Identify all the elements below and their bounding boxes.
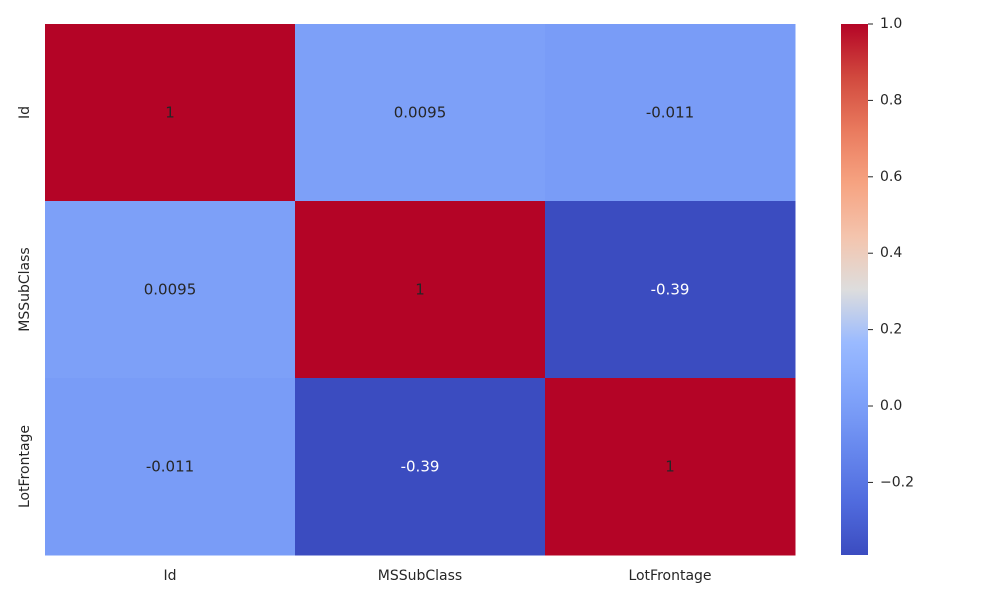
- heatmap-cell-LotFrontage-LotFrontage: [545, 378, 796, 556]
- colorbar-gradient: [841, 24, 868, 555]
- x-tick-label: LotFrontage: [628, 568, 711, 584]
- heatmap-cell-LotFrontage-Id: [45, 378, 296, 556]
- heatmap-cell-MSSubClass-MSSubClass: [295, 201, 546, 379]
- cell-annotation: 0.0095: [144, 281, 197, 299]
- heatmap-cell-MSSubClass-LotFrontage: [545, 201, 796, 379]
- colorbar-tick-label: 0.8: [880, 92, 902, 108]
- y-axis: Id MSSubClass LotFrontage: [17, 106, 33, 508]
- cell-annotation: -0.011: [146, 458, 194, 476]
- cell-annotation: -0.39: [401, 458, 440, 476]
- x-tick-label: Id: [163, 568, 176, 584]
- cell-annotation: 1: [665, 458, 675, 476]
- heatmap-cell-Id-MSSubClass: [295, 24, 546, 202]
- colorbar: 1.0 0.8 0.6 0.4 0.2 0.0 −0.2: [841, 16, 914, 555]
- cell-annotations: 1 0.0095 -0.011 0.0095 1 -0.39 -0.011 -0.39 1: [144, 104, 694, 476]
- x-tick-label: MSSubClass: [378, 568, 462, 584]
- colorbar-tick-label: 1.0: [880, 16, 902, 32]
- heatmap-cell-Id-LotFrontage: [545, 24, 796, 202]
- heatmap-cell-Id-Id: [45, 24, 296, 202]
- colorbar-tick-label: 0.2: [880, 322, 902, 338]
- colorbar-tick-label: 0.4: [880, 245, 902, 261]
- heatmap-cell-MSSubClass-Id: [45, 201, 296, 379]
- heatmap-cell-LotFrontage-MSSubClass: [295, 378, 546, 556]
- cell-annotation: -0.011: [646, 104, 694, 122]
- y-tick-label: Id: [17, 106, 33, 119]
- colorbar-tick-label: −0.2: [880, 474, 914, 490]
- cell-annotation: 0.0095: [394, 104, 447, 122]
- cell-annotation: 1: [165, 104, 175, 122]
- cell-annotation: 1: [415, 281, 425, 299]
- colorbar-tick-label: 0.0: [880, 398, 902, 414]
- colorbar-tick-label: 0.6: [880, 169, 902, 185]
- x-axis: Id MSSubClass LotFrontage: [163, 568, 711, 584]
- heatmap-cells: [45, 24, 796, 556]
- y-tick-label: MSSubClass: [17, 247, 33, 331]
- y-tick-label: LotFrontage: [17, 425, 33, 508]
- cell-annotation: -0.39: [651, 281, 690, 299]
